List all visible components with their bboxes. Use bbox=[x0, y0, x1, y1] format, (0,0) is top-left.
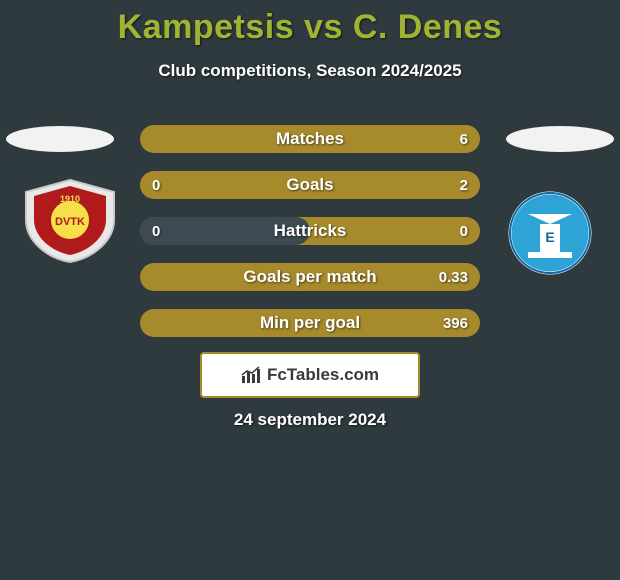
stat-bar-row: Goals per match0.33 bbox=[140, 263, 480, 291]
stat-bar-row: Goals0 2 bbox=[140, 171, 480, 199]
club-badge-left: 1910 DVTK bbox=[20, 178, 120, 264]
comparison-card: Kampetsis vs C. Denes Club competitions,… bbox=[0, 0, 620, 580]
brand-box: FcTables.com bbox=[200, 352, 420, 398]
stat-bar-value-right: 0.33 bbox=[439, 269, 468, 286]
svg-text:E: E bbox=[545, 229, 554, 245]
stat-bar-value-left: 0 bbox=[152, 223, 160, 240]
stat-bar-value-left: 0 bbox=[152, 177, 160, 194]
svg-text:1910: 1910 bbox=[60, 194, 80, 204]
stat-bar-row: Matches6 bbox=[140, 125, 480, 153]
player-left-oval bbox=[6, 126, 114, 152]
player-right-oval bbox=[506, 126, 614, 152]
circle-badge-icon: E bbox=[500, 190, 600, 276]
stat-bar-row: Min per goal396 bbox=[140, 309, 480, 337]
date-text: 24 september 2024 bbox=[0, 410, 620, 430]
page-subtitle: Club competitions, Season 2024/2025 bbox=[0, 61, 620, 81]
stat-bar-label: Goals per match bbox=[140, 267, 480, 287]
stat-bar-label: Matches bbox=[140, 129, 480, 149]
page-title: Kampetsis vs C. Denes bbox=[0, 0, 620, 47]
bar-chart-icon bbox=[241, 366, 263, 384]
svg-text:DVTK: DVTK bbox=[55, 216, 85, 228]
shield-badge-icon: 1910 DVTK bbox=[20, 178, 120, 264]
stat-bar-row: Hattricks0 0 bbox=[140, 217, 480, 245]
stat-bar-value-right: 0 bbox=[460, 223, 468, 240]
stat-bar-label: Min per goal bbox=[140, 313, 480, 333]
stat-bar-value-right: 2 bbox=[460, 177, 468, 194]
stat-bar-value-right: 396 bbox=[443, 315, 468, 332]
stat-bars: Matches6Goals02Hattricks00Goals per matc… bbox=[140, 125, 480, 355]
brand-text: FcTables.com bbox=[267, 365, 379, 385]
club-badge-right: E bbox=[500, 190, 600, 276]
stat-bar-label: Goals bbox=[140, 175, 480, 195]
stat-bar-value-right: 6 bbox=[460, 131, 468, 148]
stat-bar-label: Hattricks bbox=[140, 221, 480, 241]
